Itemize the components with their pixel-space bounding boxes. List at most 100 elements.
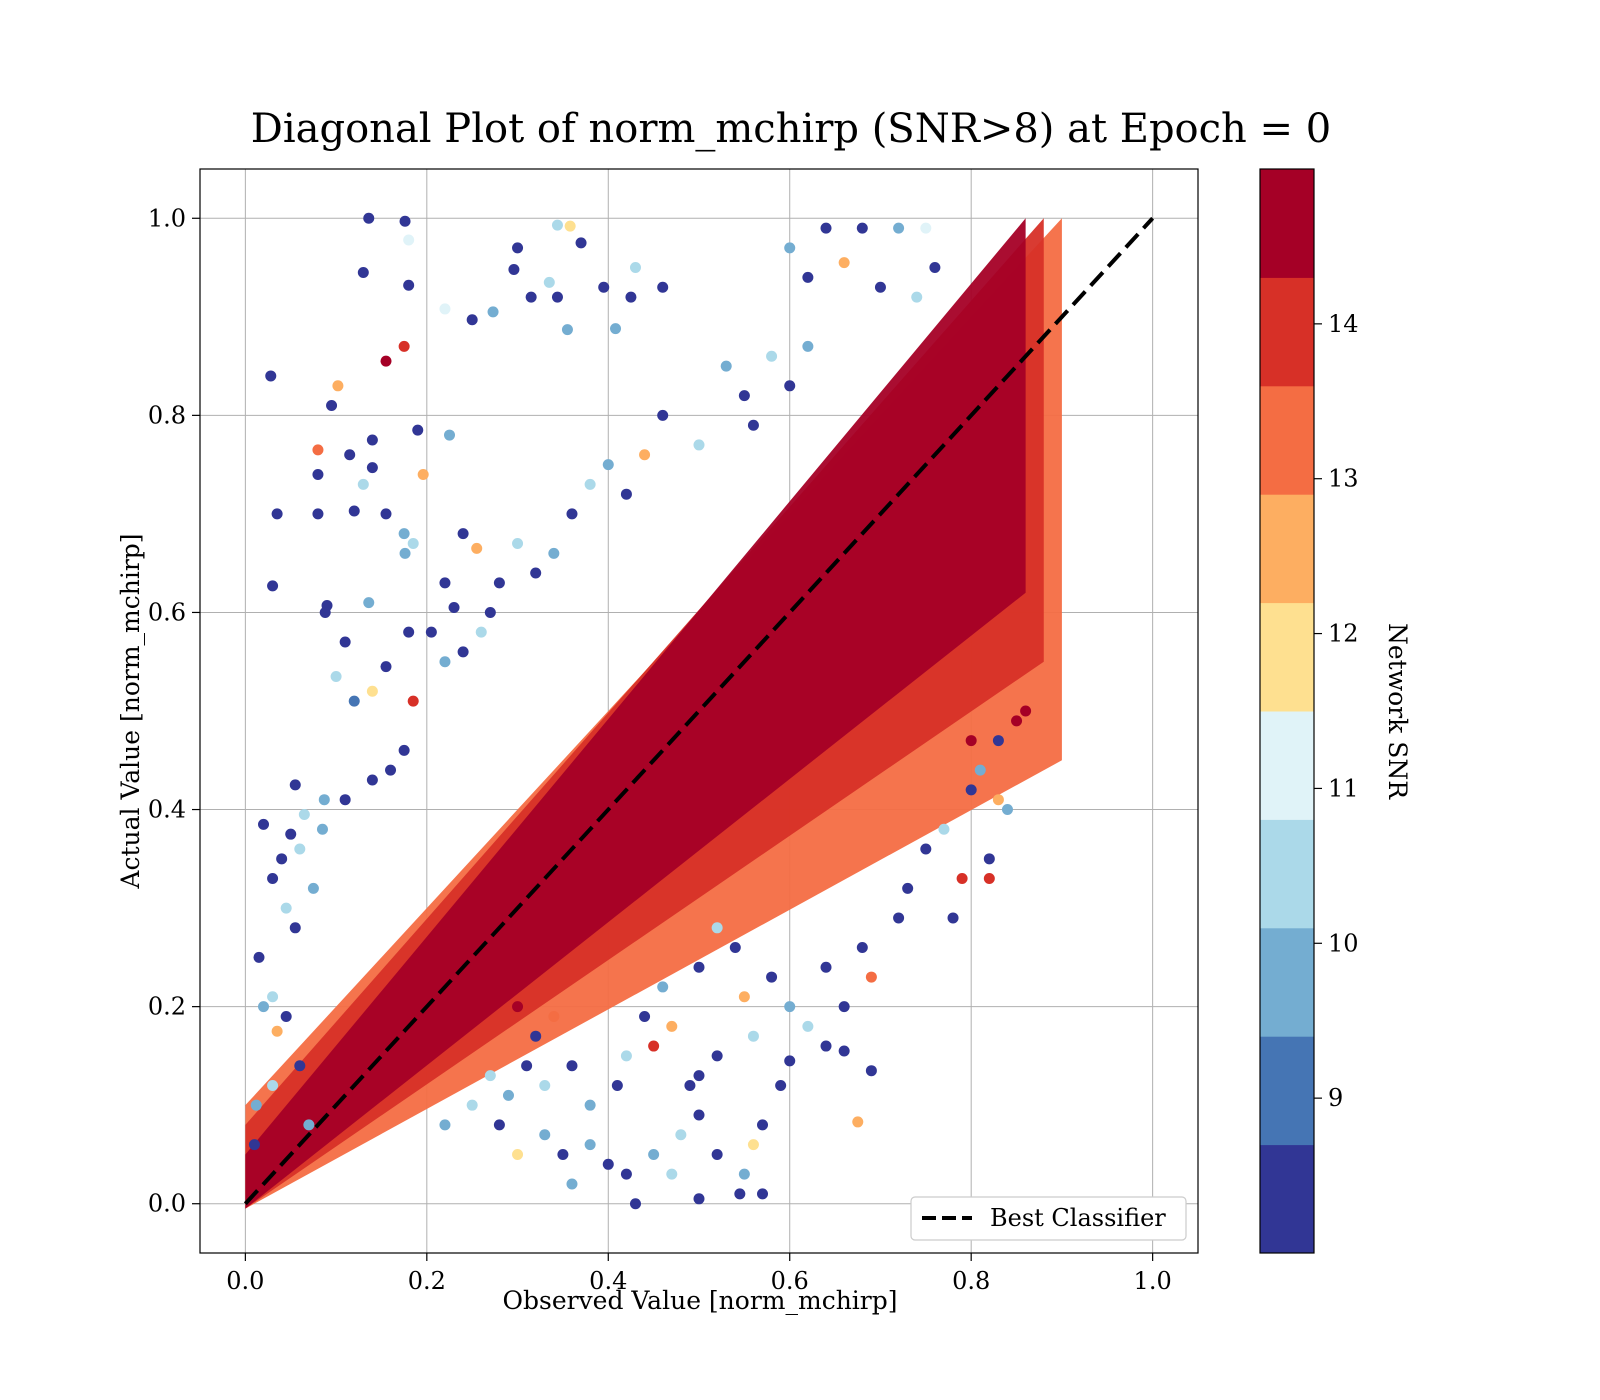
data-point <box>720 360 732 372</box>
y-tick-label: 0.2 <box>148 993 186 1021</box>
data-point <box>403 626 415 638</box>
data-point <box>267 1079 279 1091</box>
data-point <box>548 1010 560 1022</box>
data-point <box>493 1119 505 1131</box>
colorbar-segment <box>1260 927 1314 1037</box>
colorbar-segment <box>1260 169 1314 278</box>
data-point <box>380 661 392 673</box>
data-point <box>711 1050 723 1062</box>
plot-frame <box>199 168 1199 1254</box>
data-point <box>289 779 301 791</box>
data-point <box>484 606 496 618</box>
data-point <box>1011 715 1023 727</box>
data-point <box>398 528 410 540</box>
data-point <box>253 951 265 963</box>
data-point <box>332 380 344 392</box>
data-point <box>265 370 277 382</box>
data-point <box>339 794 351 806</box>
colorbar-frame <box>1259 168 1315 1254</box>
y-tick-label: 0.0 <box>148 1190 186 1218</box>
data-point <box>639 449 651 461</box>
data-point <box>983 873 995 885</box>
data-point <box>566 1178 578 1190</box>
y-tick-label: 1.0 <box>148 204 186 232</box>
data-point <box>666 1020 678 1032</box>
data-point <box>865 1065 877 1077</box>
data-point <box>508 264 520 276</box>
data-point <box>620 1168 632 1180</box>
data-point <box>738 991 750 1003</box>
data-point <box>938 823 950 835</box>
data-point <box>385 764 397 776</box>
data-point <box>965 735 977 747</box>
data-point <box>267 873 279 885</box>
data-point <box>575 237 587 249</box>
data-point <box>530 1030 542 1042</box>
data-point <box>363 212 375 224</box>
data-point <box>417 468 429 480</box>
data-point <box>380 508 392 520</box>
data-point <box>398 340 410 352</box>
data-point <box>598 281 610 293</box>
data-point <box>357 478 369 490</box>
data-point <box>561 324 573 336</box>
legend-frame <box>910 1196 1187 1241</box>
data-point <box>629 1198 641 1210</box>
data-point <box>303 1119 315 1131</box>
data-point <box>348 695 360 707</box>
data-point <box>258 818 270 830</box>
data-point <box>738 1168 750 1180</box>
x-tick-label: 0.0 <box>226 1267 264 1295</box>
data-point <box>784 242 796 254</box>
data-point <box>992 794 1004 806</box>
data-point <box>248 1139 260 1151</box>
data-point <box>258 1001 270 1013</box>
y-tick-label: 0.6 <box>148 598 186 626</box>
data-point <box>399 215 411 227</box>
colorbar-tick-label: 14 <box>1328 310 1359 338</box>
data-point <box>902 882 914 894</box>
data-point <box>693 1109 705 1121</box>
colorbar-segment <box>1260 711 1314 820</box>
chart-title: Diagonal Plot of norm_mchirp (SNR>8) at … <box>251 106 1331 152</box>
data-point <box>294 843 306 855</box>
data-point <box>366 434 378 446</box>
data-point <box>629 262 641 274</box>
data-point <box>874 281 886 293</box>
data-point <box>412 424 424 436</box>
data-point <box>838 1001 850 1013</box>
data-point <box>366 685 378 697</box>
colorbar <box>1260 169 1314 1254</box>
data-point <box>838 1045 850 1057</box>
data-point <box>965 784 977 796</box>
colorbar-tick-label: 9 <box>1328 1084 1343 1112</box>
data-point <box>285 828 297 840</box>
data-point <box>610 323 622 335</box>
data-point <box>539 1079 551 1091</box>
data-point <box>747 1139 759 1151</box>
data-point <box>564 220 576 232</box>
data-point <box>407 537 419 549</box>
data-point <box>766 350 778 362</box>
data-point <box>366 462 378 474</box>
colorbar-label: Network SNR <box>1383 623 1412 800</box>
data-point <box>929 262 941 274</box>
data-point <box>348 505 360 517</box>
y-tick-label: 0.4 <box>148 796 186 824</box>
data-point <box>548 547 560 559</box>
data-point <box>1020 705 1032 717</box>
data-point <box>625 291 637 303</box>
data-point <box>639 1010 651 1022</box>
data-point <box>551 219 563 231</box>
data-point <box>711 922 723 934</box>
data-point <box>566 1060 578 1072</box>
y-axis-label: Actual Value [norm_mchirp] <box>116 533 145 889</box>
data-point <box>439 577 451 589</box>
data-point <box>339 636 351 648</box>
data-point <box>784 380 796 392</box>
data-point <box>280 902 292 914</box>
data-point <box>312 468 324 480</box>
colorbar-tick-label: 12 <box>1328 620 1359 648</box>
data-point <box>525 291 537 303</box>
